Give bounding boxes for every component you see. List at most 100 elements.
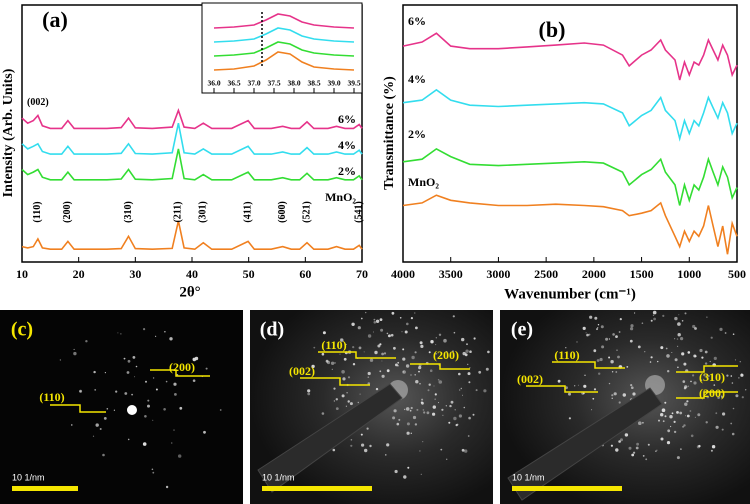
diffraction-spot	[155, 388, 158, 391]
diffraction-spot	[414, 423, 418, 426]
diffraction-spot	[192, 357, 197, 362]
diffraction-spot	[113, 409, 115, 411]
diffraction-spot	[469, 367, 471, 369]
diffraction-spot	[683, 424, 686, 427]
diffraction-spot	[427, 389, 430, 392]
diffraction-spot	[341, 394, 345, 398]
series-line	[213, 13, 355, 29]
diffraction-spot	[576, 341, 578, 343]
diffraction-spot	[472, 413, 475, 416]
diffraction-spot	[406, 422, 410, 426]
diffraction-spot	[709, 360, 711, 363]
diffraction-spot	[106, 408, 109, 410]
diffraction-spot	[619, 318, 622, 321]
diffraction-spot	[660, 346, 664, 350]
diffraction-spot	[677, 345, 679, 347]
diffraction-spot	[710, 449, 713, 452]
diffraction-spot	[745, 389, 747, 391]
x-tick-label: 500	[728, 267, 746, 281]
diffraction-spot	[386, 443, 390, 447]
diffraction-spot	[732, 407, 735, 410]
diffraction-spot	[393, 409, 397, 413]
diffraction-spot	[681, 352, 685, 356]
diffraction-spot	[583, 384, 587, 388]
diffraction-spot	[701, 356, 704, 359]
diffraction-spot	[721, 396, 724, 399]
diffraction-spot	[406, 431, 410, 435]
diffraction-spot	[468, 381, 471, 384]
diffraction-spot	[586, 333, 589, 337]
diffraction-spot	[377, 344, 381, 348]
diffraction-spot	[95, 423, 99, 427]
diffraction-spot	[386, 332, 389, 335]
spot-label: (002)	[289, 364, 315, 378]
diffraction-spot	[422, 441, 424, 443]
diffraction-spot	[386, 369, 390, 373]
series-line	[21, 108, 363, 130]
diffraction-spot	[608, 338, 611, 340]
peak-label: (301)	[198, 201, 209, 223]
scale-bar	[262, 486, 372, 491]
diffraction-spot	[690, 434, 694, 438]
diffraction-spot	[641, 322, 644, 325]
diffraction-spot	[633, 451, 636, 454]
diffraction-spot	[694, 327, 697, 330]
diffraction-spot	[644, 351, 646, 353]
diffraction-spot	[205, 367, 208, 370]
diffraction-spot	[147, 404, 150, 408]
diffraction-spot	[485, 367, 489, 371]
diffraction-spot	[134, 376, 136, 378]
diffraction-spot	[429, 369, 433, 373]
diffraction-spot	[435, 352, 437, 355]
diffraction-spot	[174, 393, 177, 396]
diffraction-spot	[660, 437, 664, 441]
diffraction-spot	[642, 455, 645, 457]
diffraction-spot	[396, 422, 400, 426]
diffraction-spot	[92, 435, 95, 437]
diffraction-spot	[594, 316, 598, 320]
diffraction-spot	[692, 374, 695, 377]
x-tick-label: 37.0	[247, 79, 260, 88]
diffraction-spot	[593, 388, 597, 391]
diffraction-spot	[698, 444, 701, 448]
diffraction-spot	[219, 409, 222, 411]
diffraction-spot	[676, 338, 679, 340]
diffraction-spot	[689, 410, 692, 412]
diffraction-spot	[369, 444, 372, 448]
diffraction-spot	[352, 346, 355, 349]
series-line	[213, 27, 355, 43]
diffraction-spot	[738, 377, 740, 379]
spot-label: (310)	[699, 370, 725, 384]
diffraction-spot	[667, 370, 670, 373]
diffraction-spot	[713, 384, 716, 386]
diffraction-spot	[658, 419, 660, 422]
diffraction-spot	[372, 331, 374, 333]
x-tick-label: 38.0	[287, 79, 300, 88]
diffraction-spot	[710, 336, 713, 339]
diffraction-spot	[636, 442, 639, 446]
diffraction-image	[0, 310, 243, 504]
annotation: (002)	[27, 97, 49, 108]
diffraction-spot	[741, 373, 743, 375]
diffraction-spot	[331, 368, 333, 370]
diffraction-spot	[735, 394, 739, 398]
diffraction-spot	[611, 397, 613, 399]
diffraction-spot	[674, 338, 676, 340]
diffraction-spot	[442, 414, 444, 416]
diffraction-spot	[610, 360, 614, 364]
diffraction-spot	[618, 440, 621, 443]
diffraction-spot	[458, 372, 461, 376]
diffraction-spot	[608, 382, 611, 385]
diffraction-spot	[411, 355, 415, 360]
diffraction-spot	[115, 390, 118, 393]
diffraction-spot	[650, 356, 653, 359]
panel-label: (a)	[42, 7, 68, 32]
diffraction-spot	[311, 364, 315, 369]
diffraction-spot	[126, 371, 130, 374]
diffraction-spot	[631, 453, 635, 457]
diffraction-spot	[464, 449, 468, 453]
diffraction-spot	[664, 415, 667, 418]
diffraction-spot	[706, 395, 710, 399]
diffraction-spot	[674, 358, 678, 362]
diffraction-spot	[163, 408, 166, 411]
